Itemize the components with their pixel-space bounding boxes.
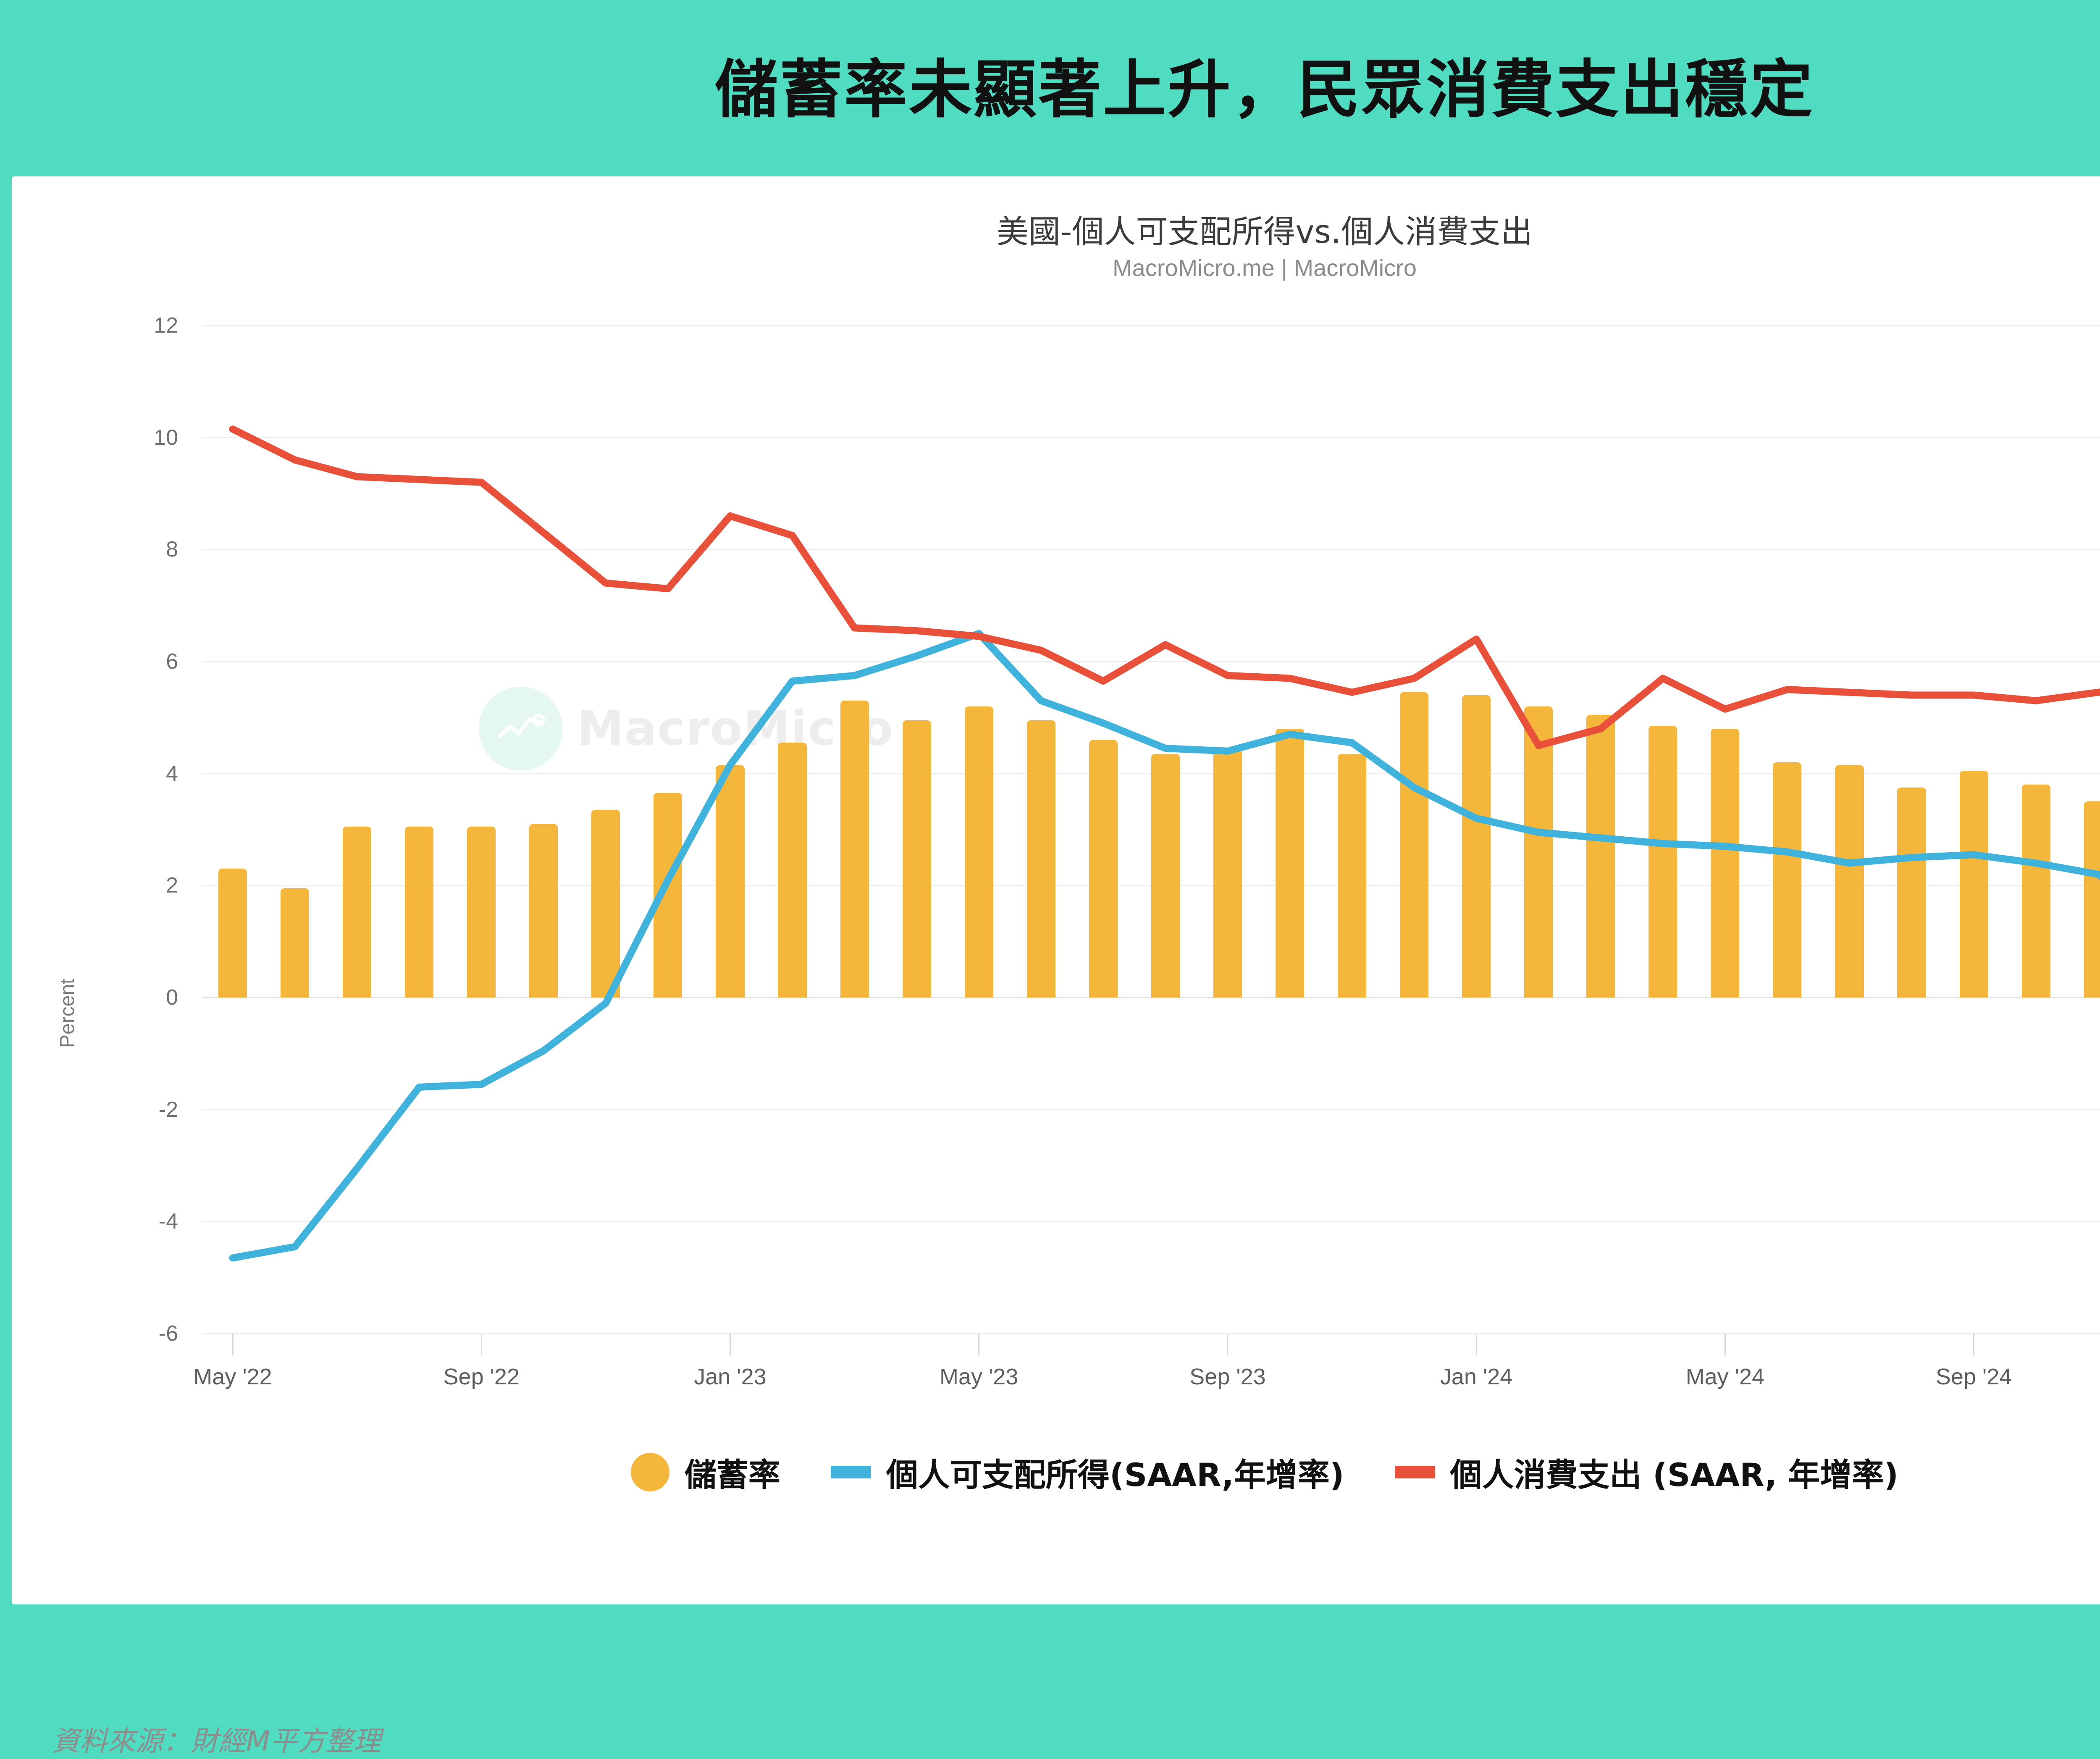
chart-legend: 儲蓄率 個人可支配所得(SAAR,年增率) 個人消費支出 (SAAR, 年增率)	[12, 1449, 2100, 1495]
x-axis-tick	[1973, 1334, 1974, 1355]
x-axis-tick	[481, 1334, 482, 1355]
x-axis-tick-label: May '23	[940, 1364, 1018, 1390]
chart-subtitle: MacroMicro.me | MacroMicro	[12, 254, 2100, 281]
legend-item[interactable]: 儲蓄率	[631, 1449, 780, 1495]
x-axis-tick-label: Sep '23	[1189, 1364, 1265, 1390]
y-axis-tick-label: 0	[166, 985, 178, 1010]
y-axis-tick-label: 4	[166, 761, 178, 786]
chart-card: 美國-個人可支配所得vs.個人消費支出 MacroMicro.me | Macr…	[12, 176, 2100, 1604]
chart-title: 美國-個人可支配所得vs.個人消費支出	[12, 206, 2100, 252]
x-axis-tick	[1227, 1334, 1228, 1355]
x-axis-tick	[1476, 1334, 1477, 1355]
legend-line-icon	[1395, 1466, 1435, 1478]
legend-line-icon	[831, 1466, 871, 1478]
plot-area: MacroMicro	[202, 326, 2100, 1334]
line-series	[202, 326, 2100, 1334]
legend-label: 個人可支配所得(SAAR,年增率)	[886, 1449, 1344, 1495]
legend-label: 儲蓄率	[685, 1449, 780, 1495]
x-axis-tick-label: May '22	[193, 1364, 272, 1390]
page-title: 儲蓄率未顯著上升，民眾消費支出穩定	[0, 0, 2100, 168]
y-axis-tick-label: -6	[159, 1321, 178, 1346]
y-axis-tick-label: 2	[166, 873, 178, 898]
x-axis-tick-label: Jan '24	[1440, 1364, 1512, 1390]
line-path	[233, 633, 2100, 1258]
x-axis-tick-label: May '24	[1686, 1364, 1764, 1390]
legend-item[interactable]: 個人消費支出 (SAAR, 年增率)	[1395, 1449, 1899, 1495]
y-axis-tick-label: -4	[159, 1209, 178, 1234]
y-axis-tick-label: 10	[154, 425, 178, 450]
line-path	[233, 429, 2100, 746]
y-axis-tick-label: -2	[159, 1097, 178, 1122]
x-axis-tick	[232, 1334, 234, 1355]
x-axis-tick-label: Jan '23	[694, 1364, 766, 1390]
source-note: 資料來源：財經M平方整理	[52, 1719, 381, 1759]
x-axis-tick-label: Sep '24	[1936, 1364, 2012, 1390]
legend-item[interactable]: 個人可支配所得(SAAR,年增率)	[831, 1449, 1344, 1495]
legend-dot-icon	[631, 1453, 669, 1491]
y-axis-tick-label: 12	[154, 313, 178, 338]
x-axis-tick	[730, 1334, 731, 1355]
x-axis-tick	[978, 1334, 979, 1355]
y-axis-tick-label: 8	[166, 537, 178, 562]
legend-label: 個人消費支出 (SAAR, 年增率)	[1450, 1449, 1899, 1495]
y-axis-title: Percent	[56, 979, 79, 1048]
x-axis-tick	[1725, 1334, 1726, 1355]
x-axis-tick-label: Sep '22	[444, 1364, 520, 1390]
y-axis-tick-label: 6	[166, 649, 178, 674]
poster-frame: 儲蓄率未顯著上升，民眾消費支出穩定 美國-個人可支配所得vs.個人消費支出 Ma…	[0, 0, 2100, 1621]
